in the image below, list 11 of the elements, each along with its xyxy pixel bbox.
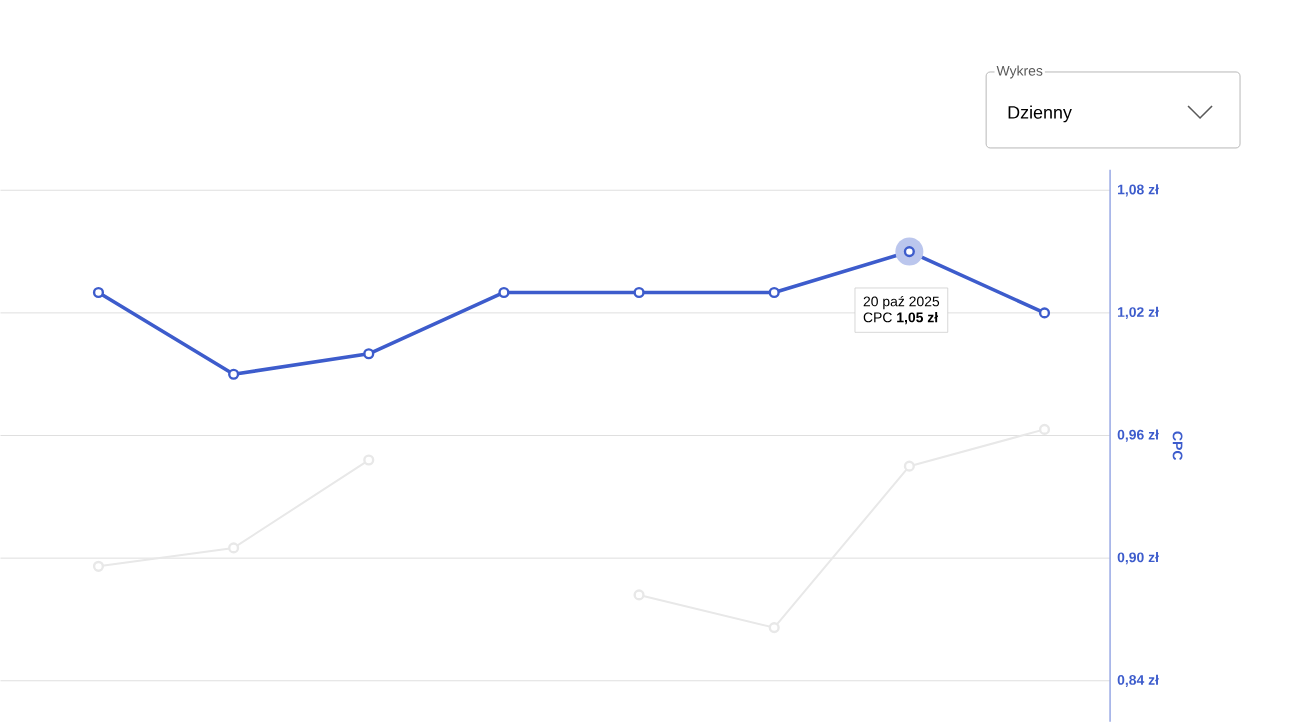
point bbox=[228, 542, 240, 554]
point bbox=[363, 348, 375, 360]
point bbox=[1038, 423, 1051, 436]
point bbox=[228, 368, 240, 380]
text: Dzienny bbox=[1008, 105, 1072, 123]
point bbox=[1038, 307, 1051, 319]
point bbox=[92, 287, 105, 299]
point bbox=[768, 287, 780, 299]
point bbox=[633, 287, 645, 299]
point bbox=[768, 622, 780, 634]
point bbox=[498, 287, 510, 299]
